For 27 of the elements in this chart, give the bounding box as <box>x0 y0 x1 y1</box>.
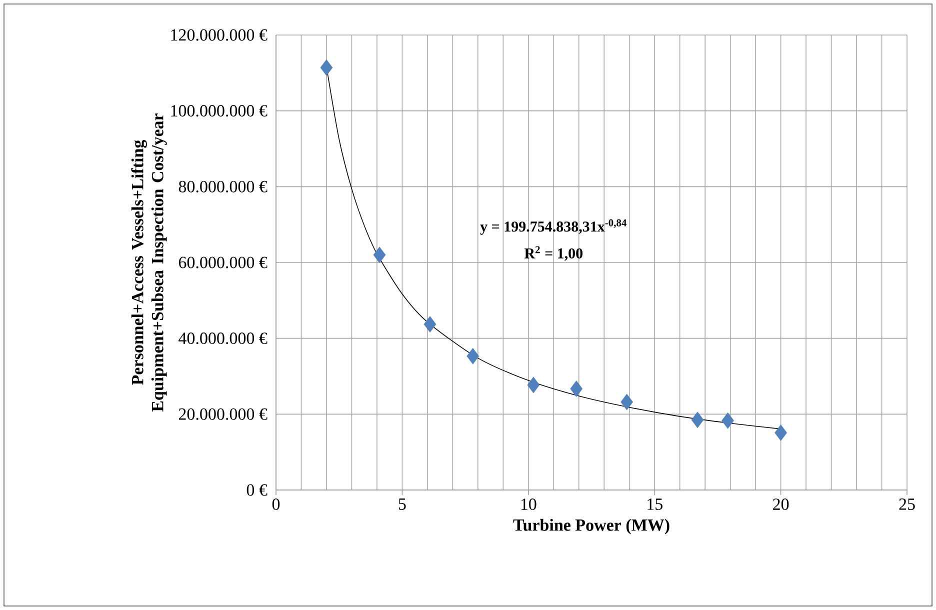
y-tick-label: 100.000.000 € <box>171 105 268 117</box>
y-tick-label: 0 € <box>246 484 268 496</box>
point <box>527 376 540 394</box>
point <box>373 246 386 264</box>
x-tick-label: 10 <box>521 498 536 510</box>
point <box>620 394 634 410</box>
point <box>424 316 436 332</box>
y-axis-title: Personnel+Access Vessels+Lifting Equipment+Subsea Inspection Cost/year <box>131 114 167 412</box>
x-tick-label: 15 <box>648 498 662 510</box>
annotation: y = 199.754.838,31x$^{-0,84}$ <box>480 219 627 235</box>
y-tick-label: 120.000.000 € <box>171 29 268 41</box>
x-tick-label: 5 <box>398 498 406 510</box>
x-axis-title: Turbine Power (MW) <box>513 518 670 534</box>
y-tick-label: 60.000.000 € <box>178 256 268 268</box>
point <box>774 424 788 441</box>
point <box>570 380 583 397</box>
y-tick-label: 40.000.000 € <box>178 332 268 344</box>
point <box>722 412 734 429</box>
point <box>320 59 333 76</box>
annotation: R$^{2}$ = 1,00 <box>524 246 583 261</box>
x-tick-label: 0 <box>272 498 280 510</box>
x-tick-label: 25 <box>899 498 915 510</box>
point <box>691 412 704 428</box>
y-tick-label: 20.000.000 € <box>178 408 268 420</box>
point <box>466 348 480 364</box>
y-tick-label: 80.000.000 € <box>178 180 268 192</box>
x-tick-label: 20 <box>773 498 789 510</box>
